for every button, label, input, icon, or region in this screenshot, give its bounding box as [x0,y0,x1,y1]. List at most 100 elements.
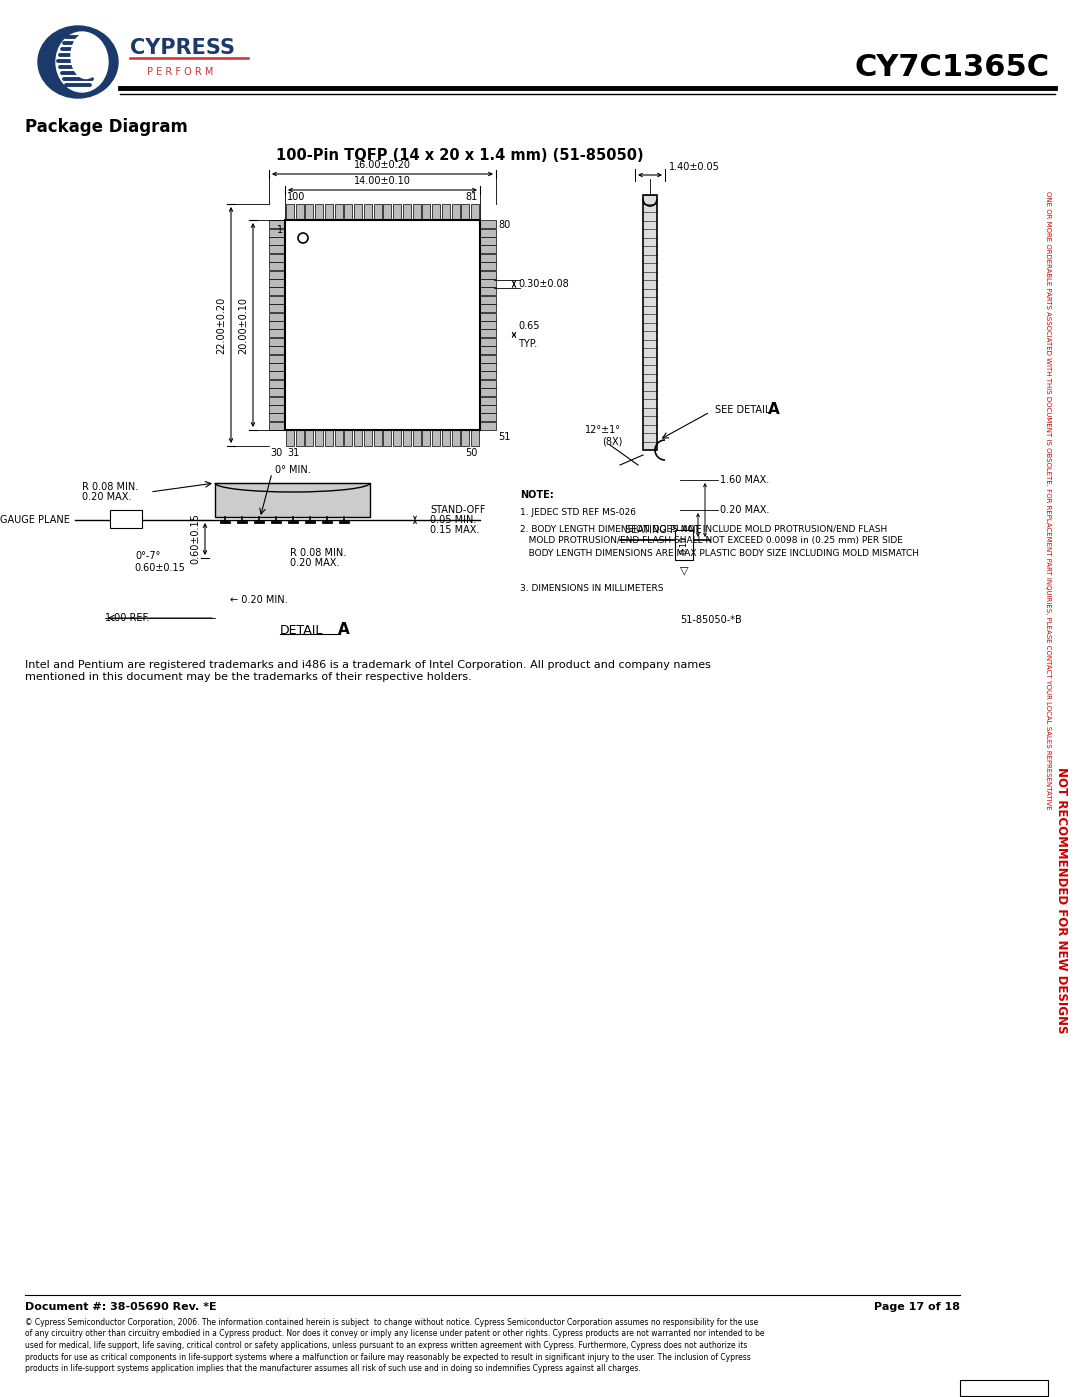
Bar [285,219,480,430]
Bar [471,430,480,446]
Bar [315,204,323,219]
Text: CY7C1365C: CY7C1365C [855,53,1050,82]
Bar [480,380,496,388]
Bar [461,204,470,219]
Bar [269,414,285,422]
Bar [269,246,285,253]
Bar [306,430,313,446]
Bar [345,430,352,446]
Text: products in life-support systems application implies that the manufacturer assum: products in life-support systems applica… [25,1363,640,1373]
Bar [480,388,496,397]
Bar [383,430,391,446]
Bar [480,296,496,303]
Bar [461,430,470,446]
Text: GAUGE PLANE: GAUGE PLANE [0,515,70,525]
Bar [480,254,496,261]
Text: 0.20 MAX.: 0.20 MAX. [720,504,769,515]
Text: +1 Feedback: +1 Feedback [974,1383,1034,1393]
Bar [269,346,285,355]
Bar [269,254,285,261]
Bar [269,363,285,372]
Bar [269,296,285,303]
Bar [269,397,285,405]
Text: NOTE:: NOTE: [519,490,554,500]
Ellipse shape [56,32,108,92]
Bar [422,430,430,446]
Bar [296,204,303,219]
Text: Page 17 of 18: Page 17 of 18 [874,1302,960,1312]
Bar [374,430,381,446]
Text: © Cypress Semiconductor Corporation, 2006. The information contained herein is s: © Cypress Semiconductor Corporation, 200… [25,1317,758,1327]
Text: 16.00±0.20: 16.00±0.20 [354,161,411,170]
Text: 0.20 MAX.: 0.20 MAX. [82,492,132,502]
Bar [480,221,496,228]
Bar [393,204,401,219]
Bar [480,363,496,372]
Bar [480,237,496,244]
Text: 20.00±0.10: 20.00±0.10 [238,296,248,353]
Text: SEE DETAIL: SEE DETAIL [715,405,770,415]
Bar [269,321,285,330]
Bar [471,204,480,219]
Bar [442,430,450,446]
Text: 100-Pin TQFP (14 x 20 x 1.4 mm) (51-85050): 100-Pin TQFP (14 x 20 x 1.4 mm) (51-8505… [276,148,644,163]
Bar [643,196,657,450]
Bar [480,271,496,278]
Text: 0.25: 0.25 [116,514,137,524]
Bar [315,430,323,446]
Bar [325,430,333,446]
Bar [422,204,430,219]
Text: 0.05 MIN.: 0.05 MIN. [430,515,476,525]
Bar [269,229,285,236]
Text: 51: 51 [498,432,511,441]
Text: 1.60 MAX.: 1.60 MAX. [720,475,769,485]
Bar [286,430,294,446]
Bar [269,279,285,286]
Bar [432,430,441,446]
Text: DETAIL: DETAIL [280,623,323,637]
Bar [269,271,285,278]
Text: TYP.: TYP. [518,339,537,349]
Text: R 0.08 MIN.: R 0.08 MIN. [82,482,138,492]
Bar [480,321,496,330]
Bar [413,204,420,219]
Text: 0.65: 0.65 [518,321,540,331]
Bar [413,430,420,446]
Text: 80: 80 [498,219,510,231]
Text: SEATING PLANE: SEATING PLANE [625,525,702,535]
Bar [403,204,410,219]
Bar [325,204,333,219]
Text: NOT RECOMMENDED FOR NEW DESIGNS: NOT RECOMMENDED FOR NEW DESIGNS [1055,767,1068,1034]
Bar [269,305,285,312]
Text: of any circuitry other than circuitry embodied in a Cypress product. Nor does it: of any circuitry other than circuitry em… [25,1330,765,1338]
Text: ▽: ▽ [679,564,688,576]
Bar [442,204,450,219]
Text: 0° MIN.: 0° MIN. [275,465,311,475]
Text: 0°-7°: 0°-7° [135,550,161,562]
Text: 51-85050-*B: 51-85050-*B [680,615,742,624]
Text: 22.00±0.20: 22.00±0.20 [216,296,226,353]
Bar [451,430,460,446]
Text: 1.00 REF.: 1.00 REF. [105,613,149,623]
Ellipse shape [38,27,118,98]
Text: 100: 100 [287,191,306,203]
Bar [480,414,496,422]
Bar [480,372,496,380]
Bar [269,313,285,320]
Bar [383,204,391,219]
Bar [364,430,372,446]
Bar [393,430,401,446]
Bar [269,372,285,380]
Text: 30: 30 [271,448,283,458]
Text: 2. BODY LENGTH DIMENSION DOES NOT INCLUDE MOLD PROTRUSION/END FLASH
   MOLD PROT: 2. BODY LENGTH DIMENSION DOES NOT INCLUD… [519,524,919,557]
Bar [403,430,410,446]
Bar [269,288,285,295]
Bar [286,204,294,219]
Text: Package Diagram: Package Diagram [25,117,188,136]
Bar [374,204,381,219]
Text: STAND-OFF: STAND-OFF [430,504,486,515]
Bar [960,1380,1048,1396]
Bar [432,204,441,219]
Bar [269,330,285,338]
Bar [335,430,342,446]
